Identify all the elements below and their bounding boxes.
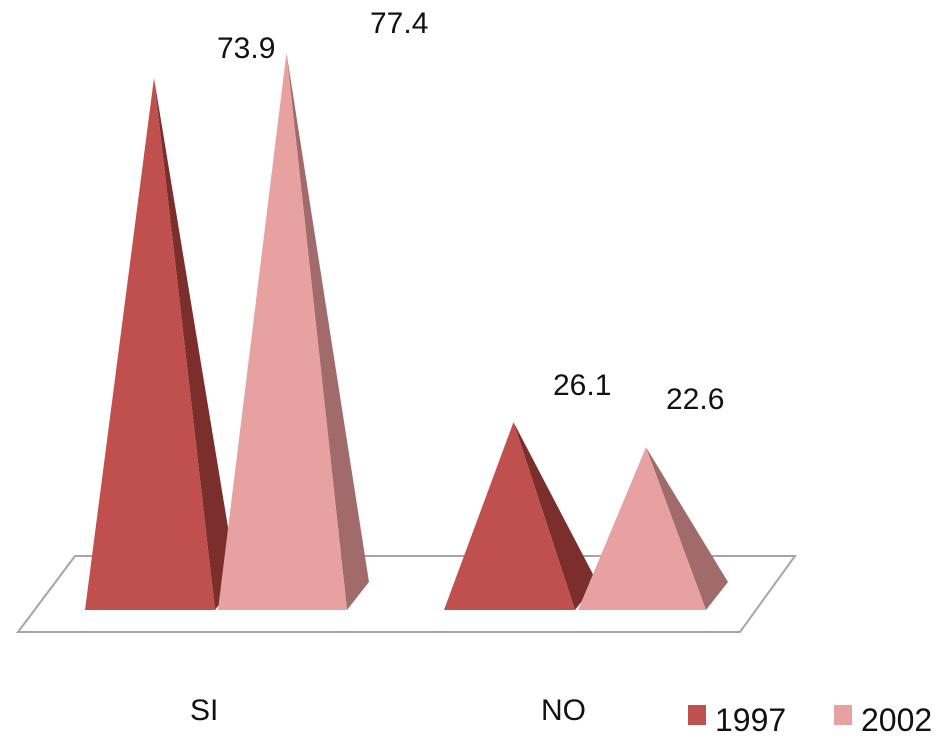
data-label-si-1997: 73.9 bbox=[217, 32, 275, 65]
pyramid-side-si-2002 bbox=[286, 52, 369, 611]
legend-label-1997: 1997 bbox=[715, 702, 786, 738]
category-label-si: SI bbox=[190, 694, 218, 727]
data-label-no-1997: 26.1 bbox=[553, 369, 611, 402]
data-label-si-2002: 77.4 bbox=[370, 7, 428, 40]
pyramid-si-2002 bbox=[218, 52, 347, 611]
legend-swatch-1997 bbox=[688, 705, 706, 725]
pyramid-side-no-1997 bbox=[513, 422, 597, 610]
legend: 1997 2002 bbox=[688, 702, 932, 738]
pyramid-si-1997 bbox=[85, 77, 215, 611]
pyramid-group bbox=[85, 52, 728, 611]
legend-label-2002: 2002 bbox=[861, 702, 932, 738]
legend-swatch-2002 bbox=[834, 705, 852, 725]
pyramid-side-si-1997 bbox=[154, 77, 237, 611]
category-label-no: NO bbox=[541, 694, 586, 727]
pyramid-side-no-2002 bbox=[646, 447, 728, 610]
pyramid-no-1997 bbox=[444, 422, 575, 610]
data-label-no-2002: 22.6 bbox=[666, 383, 724, 416]
pyramid-no-2002 bbox=[578, 447, 706, 610]
